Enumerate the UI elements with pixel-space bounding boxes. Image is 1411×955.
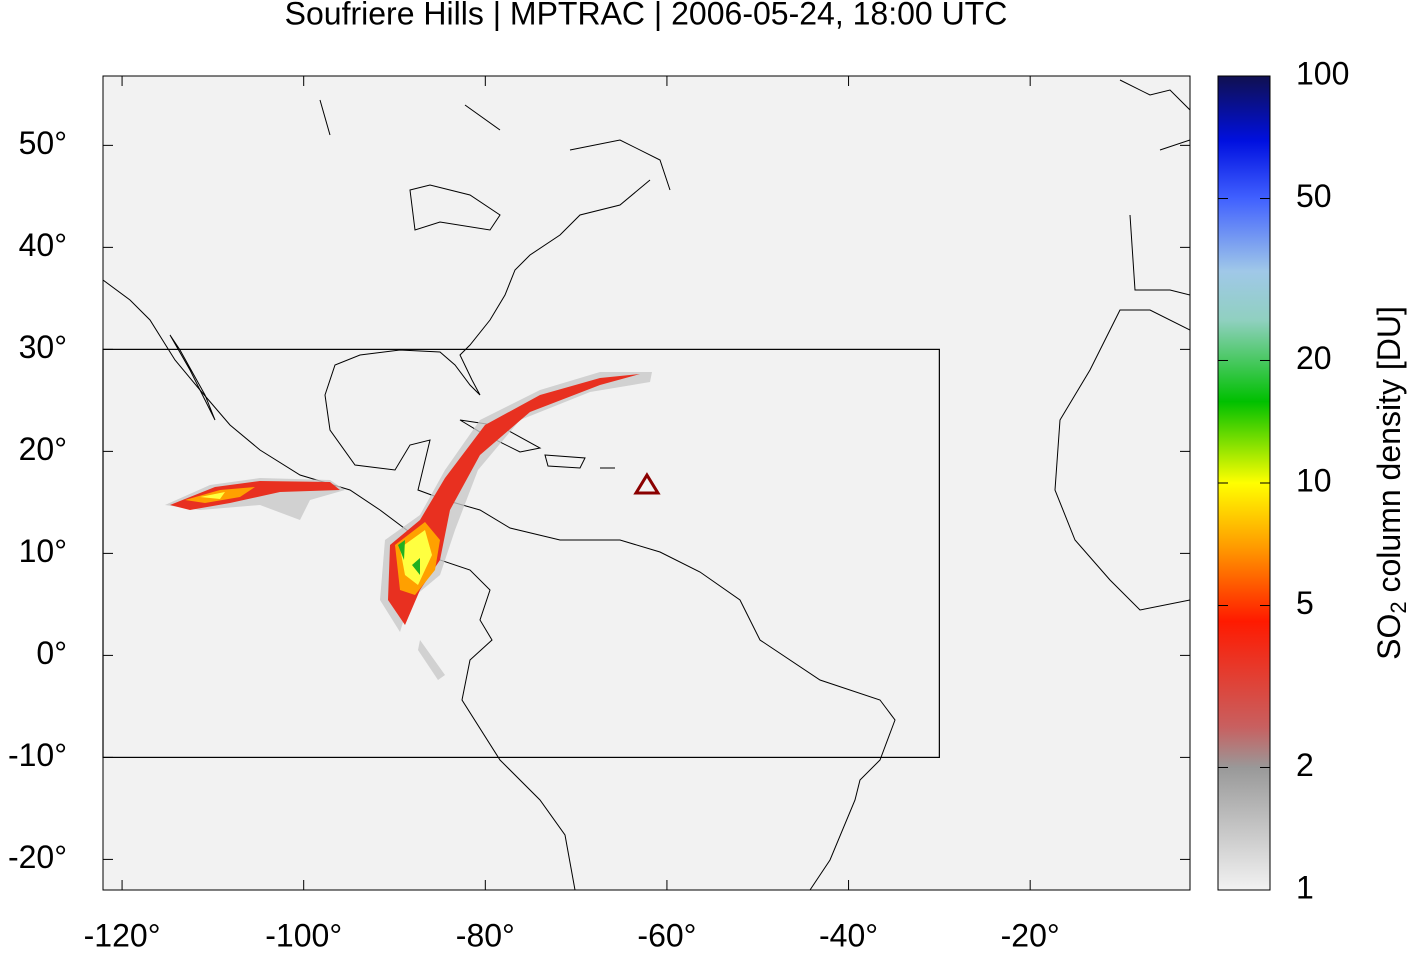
coastline — [169, 334, 216, 421]
colorbar-tick-label: 20 — [1296, 340, 1332, 376]
y-tick-label: 50° — [19, 125, 67, 161]
region-box — [102, 348, 940, 758]
colorbar-tick-label: 50 — [1296, 178, 1332, 214]
plume — [398, 540, 420, 575]
colorbar-tick-label: 10 — [1296, 462, 1332, 498]
coastline — [319, 99, 671, 231]
y-tick-label: 30° — [19, 329, 67, 365]
x-tick-label: -60° — [637, 917, 696, 950]
colorbar-tick-label: 1 — [1296, 869, 1314, 905]
x-tick-label: -100° — [265, 917, 342, 950]
coastline — [1054, 79, 1190, 611]
coastline — [324, 179, 896, 890]
y-tick-label: -20° — [8, 839, 67, 875]
colorbar-label: SO2 column density [DU] — [1371, 306, 1410, 660]
y-tick-label: 20° — [19, 431, 67, 467]
label-main: SO — [1371, 614, 1407, 660]
x-tick-label: -120° — [84, 917, 161, 950]
volcano-marker — [633, 472, 661, 495]
y-tick-label: 40° — [19, 227, 67, 263]
y-tick-label: -10° — [8, 737, 67, 773]
colorbar-tick-label: 5 — [1296, 585, 1314, 621]
chart-title: Soufriere Hills | MPTRAC | 2006-05-24, 1… — [285, 0, 1008, 31]
x-tick-label: -80° — [456, 917, 515, 950]
plume — [165, 372, 652, 680]
colorbar-tick-label: 100 — [1296, 55, 1349, 91]
coastlines — [103, 79, 1190, 890]
x-tick-label: -20° — [1001, 917, 1060, 950]
colorbar-tick-label: 2 — [1296, 747, 1314, 783]
label-rest: column density [DU] — [1371, 306, 1407, 601]
plume — [200, 492, 432, 585]
y-tick-label: 0° — [36, 635, 67, 671]
x-tick-label: -40° — [819, 917, 878, 950]
y-tick-label: 10° — [19, 533, 67, 569]
label-sub: 2 — [1386, 601, 1411, 613]
